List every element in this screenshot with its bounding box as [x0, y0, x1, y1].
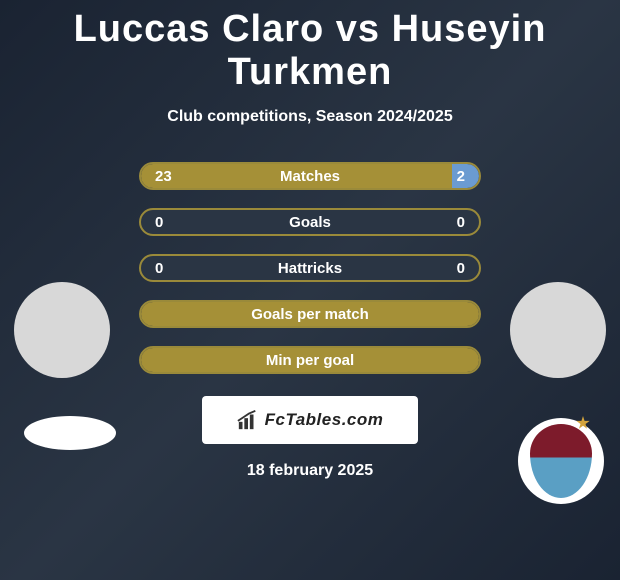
- comparison-infographic: Luccas Claro vs Huseyin Turkmen Club com…: [0, 0, 620, 480]
- subtitle: Club competitions, Season 2024/2025: [167, 108, 452, 126]
- date: 18 february 2025: [247, 462, 373, 480]
- stat-bar: 232Matches: [139, 162, 481, 190]
- bar-label: Min per goal: [141, 352, 479, 369]
- stat-section: 232Matches 00Goals 00Hattricks Goals per ma…: [0, 162, 620, 374]
- stat-bar: 00Hattricks: [139, 254, 481, 282]
- bar-label: Matches: [141, 168, 479, 185]
- page-title: Luccas Claro vs Huseyin Turkmen: [0, 8, 620, 94]
- watermark: FcTables.com: [202, 396, 418, 444]
- bar-label: Hattricks: [141, 260, 479, 277]
- watermark-text: FcTables.com: [265, 410, 384, 430]
- bar-label: Goals: [141, 214, 479, 231]
- player1-avatar: [14, 282, 110, 378]
- stat-bar: 00Goals: [139, 208, 481, 236]
- bar-chart-icon: [237, 409, 259, 431]
- bar-label: Goals per match: [141, 306, 479, 323]
- player2-avatar: [510, 282, 606, 378]
- player2-club-logo: [518, 418, 604, 504]
- stat-bar: Goals per match: [139, 300, 481, 328]
- player1-club-logo: [24, 416, 116, 450]
- club-badge-icon: [530, 424, 592, 498]
- stat-bar: Min per goal: [139, 346, 481, 374]
